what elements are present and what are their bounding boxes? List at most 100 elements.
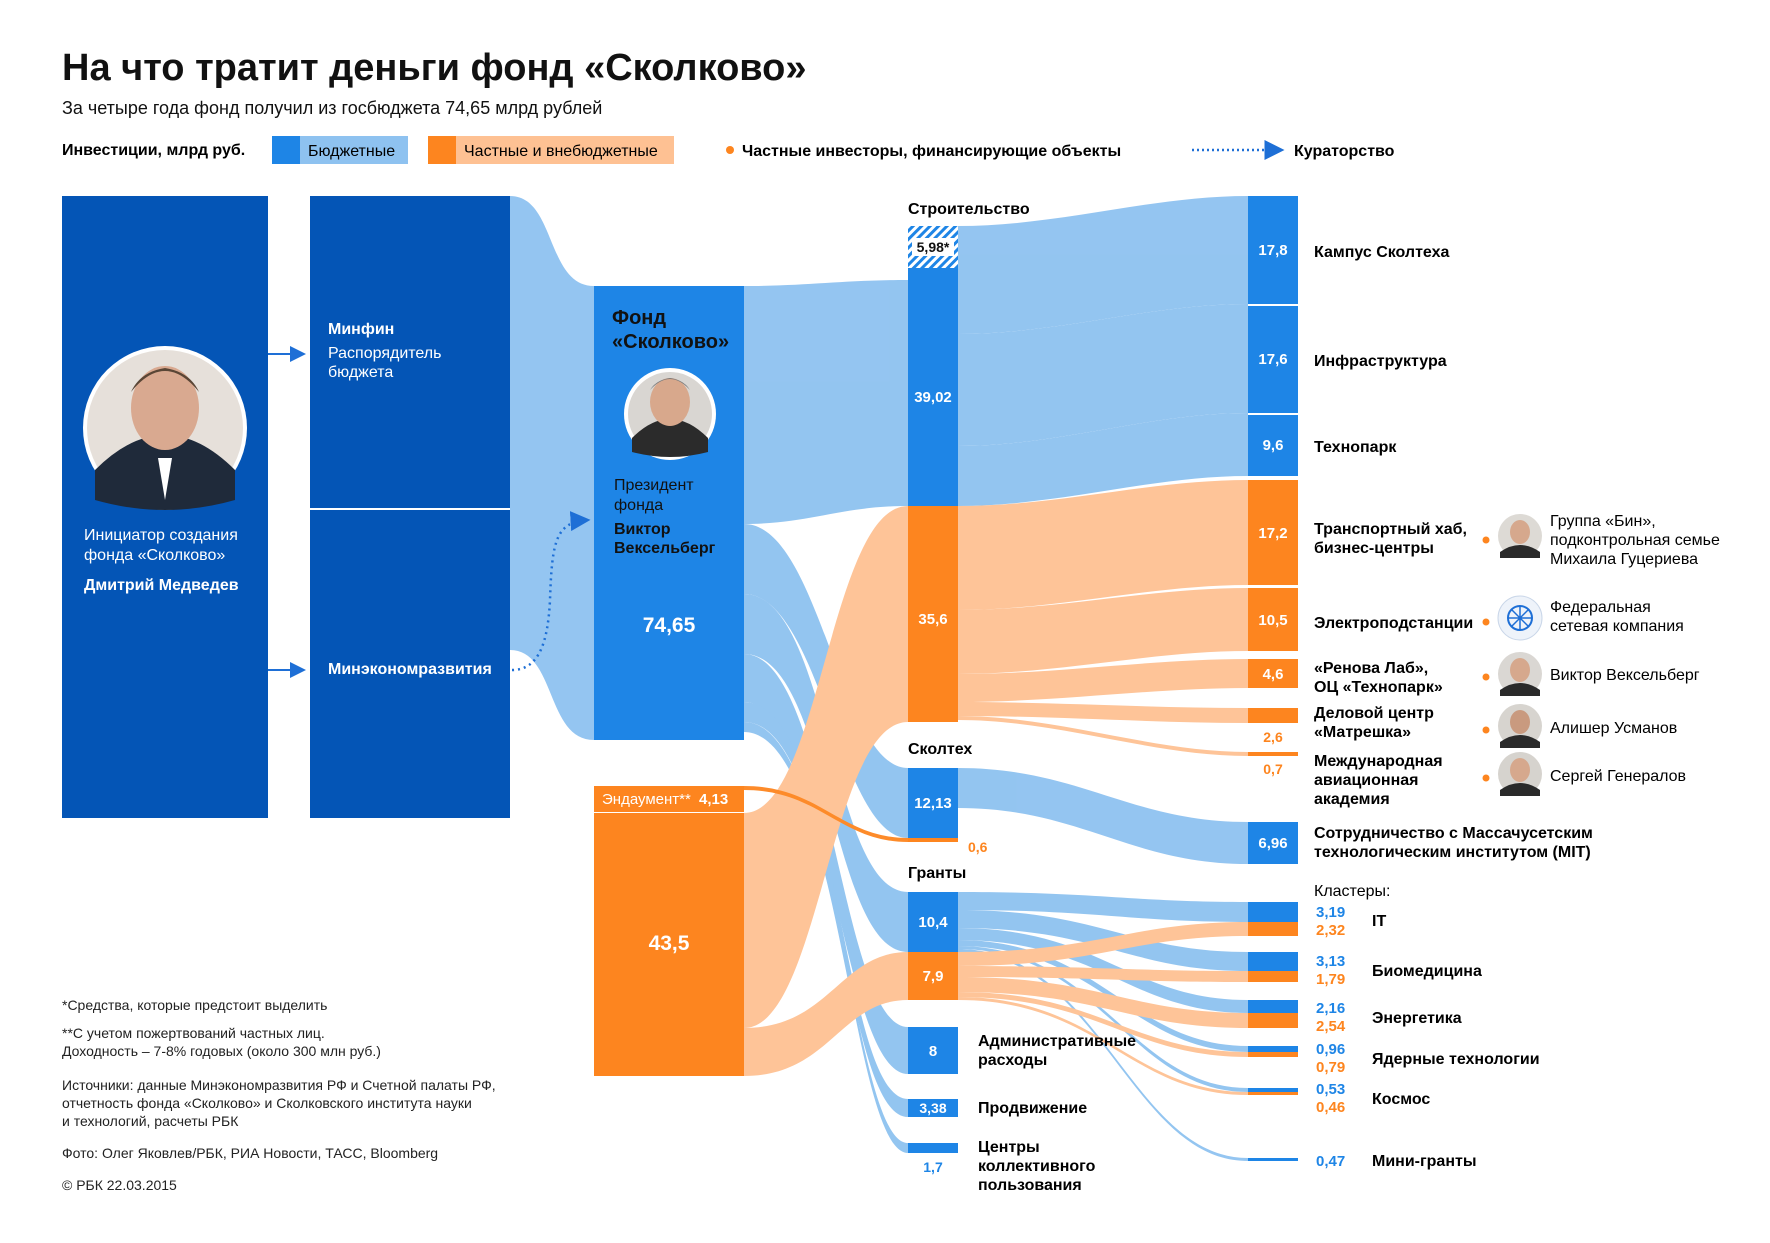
cluster-nuclear-private-bar [1248, 1052, 1298, 1057]
fund-name-line1: Виктор [614, 521, 671, 538]
technopark-value: 9,6 [1263, 437, 1284, 454]
legend-private-dark-swatch [428, 136, 456, 164]
cluster-it-label: IT [1372, 913, 1386, 930]
flow-minfin-fund [510, 196, 594, 740]
skoltech-budget-bar [908, 768, 958, 838]
sources-line1: Источники: данные Минэкономразвития РФ и… [62, 1077, 496, 1093]
cluster-space-budget-bar [1248, 1088, 1298, 1092]
investor-fsk-line2: сетевая компания [1550, 618, 1684, 635]
centers-bar [908, 1143, 958, 1153]
page-title: На что тратит деньги фонд «Сколково» [62, 47, 807, 89]
flow-construction-hub [958, 480, 1248, 610]
skoltech-private-value: 0,6 [968, 839, 988, 855]
mit-label-line1: Сотрудничество с Массачусетским [1314, 825, 1593, 842]
mit-label-line2: технологическим институтом (MIT) [1314, 844, 1591, 861]
investor-dot-generalov [1482, 774, 1490, 782]
legend-investor-dot [726, 146, 734, 154]
investor-usmanov: Алишер Усманов [1550, 720, 1677, 737]
flow-fund-construction [744, 280, 908, 524]
cluster-nuclear-private: 0,79 [1316, 1059, 1345, 1076]
flow-bands [510, 196, 1248, 1161]
cluster-mini-budget: 0,47 [1316, 1153, 1345, 1170]
clusters: Кластеры: 3,19 2,32 IT 3,13 1,79 Биомеди… [1248, 883, 1540, 1170]
aviation-label-line1: Международная [1314, 753, 1443, 770]
cluster-nuclear-budget-bar [1248, 1046, 1298, 1052]
fund-box [594, 286, 744, 740]
fund-role-line1: Президент [614, 477, 694, 494]
investor-generalov: Сергей Генералов [1550, 768, 1686, 785]
renova-label-line2: ОЦ «Технопарк» [1314, 679, 1443, 696]
medvedev-block: Инициатор создания фонда «Сколково» Дмит… [62, 196, 268, 818]
cluster-it-private-bar [1248, 922, 1298, 936]
construction-private-value: 35,6 [918, 611, 947, 628]
legend: Инвестиции, млрд руб. Бюджетные Частные … [62, 136, 1395, 164]
renova-bar [1248, 659, 1298, 688]
flow-construction-technopark [958, 413, 1248, 506]
objects: 17,8 Кампус Сколтеха 17,6 Инфраструктура… [1248, 196, 1593, 864]
construction-future-label-bg [912, 238, 954, 256]
cluster-bio-label: Биомедицина [1372, 963, 1482, 980]
infra-label: Инфраструктура [1314, 353, 1447, 370]
investor-dot-bin [1482, 536, 1490, 544]
investor-photo-usmanov [1498, 704, 1542, 748]
cluster-it-budget: 3,19 [1316, 904, 1345, 921]
investor-bin-line2: подконтрольная семье [1550, 532, 1720, 549]
footnote-2-line2: Доходность – 7-8% годовых (около 300 млн… [62, 1043, 381, 1059]
flow-private-construction [744, 506, 908, 1028]
flow-grants-energy-private [958, 977, 1248, 1028]
centers-label-line1: Центры [978, 1139, 1040, 1156]
flow-construction-substations [958, 588, 1248, 674]
flow-construction-matryoshka [958, 702, 1248, 723]
cluster-space-label: Космос [1372, 1091, 1430, 1108]
aviation-label-line3: академия [1314, 791, 1390, 808]
legend-budget-light-swatch [300, 136, 408, 164]
fund-value: 74,65 [643, 614, 696, 637]
flow-skoltech-mit [958, 768, 1248, 864]
cluster-energy-label: Энергетика [1372, 1010, 1462, 1027]
flow-fund-admin [744, 654, 908, 1074]
legend-investors-label: Частные инвесторы, финансирующие объекты [742, 143, 1121, 160]
endowment-value: 4,13 [699, 791, 728, 808]
investor-photo-vekselberg [1498, 652, 1542, 696]
promo-label: Продвижение [978, 1100, 1087, 1117]
grants-budget-bar [908, 892, 958, 952]
centers-value: 1,7 [923, 1159, 943, 1175]
cluster-mini-budget-bar [1248, 1158, 1298, 1161]
footnote-2-line1: **С учетом пожертвований частных лиц. [62, 1025, 325, 1041]
minek-box [310, 510, 510, 818]
legend-investments-label: Инвестиции, млрд руб. [62, 142, 245, 159]
cluster-bio-private-bar [1248, 971, 1298, 982]
admin-value: 8 [929, 1043, 937, 1060]
medvedev-role-line2: фонда «Сколково» [84, 547, 225, 564]
photo-credits: Фото: Олег Яковлев/РБК, РИА Новости, ТАС… [62, 1145, 438, 1161]
flow-endowment-skoltech [744, 786, 908, 842]
flow-private-grants [744, 952, 908, 1076]
construction-budget-bar [908, 268, 958, 506]
flow-grants-it-budget [958, 892, 1248, 922]
cluster-energy-budget: 2,16 [1316, 1000, 1345, 1017]
fund-name-line2: Вексельберг [614, 540, 716, 557]
page-subtitle: За четыре года фонд получил из госбюджет… [62, 98, 602, 118]
investor-dot-usmanov [1482, 726, 1490, 734]
investor-bin-line1: Группа «Бин», [1550, 513, 1656, 530]
fund-role-line2: фонда [614, 497, 663, 514]
cluster-energy-private-bar [1248, 1013, 1298, 1028]
construction-private-bar [908, 506, 958, 722]
legend-private-light-swatch [456, 136, 674, 164]
infra-value: 17,6 [1258, 351, 1287, 368]
private-total-box [594, 813, 744, 1076]
skoltech-private-bar [908, 838, 958, 842]
cluster-bio-budget: 3,13 [1316, 953, 1345, 970]
cluster-mini-label: Мини-гранты [1372, 1153, 1477, 1170]
matryoshka-label-line1: Деловой центр [1314, 705, 1434, 722]
hub-label-line2: бизнес-центры [1314, 540, 1434, 557]
sources-line2: отчетность фонда «Сколково» и Сколковско… [62, 1095, 472, 1111]
fund-title-line2: «Сколково» [612, 331, 729, 353]
fund-president-photo [624, 368, 716, 460]
investor-dot-vekselberg [1482, 673, 1490, 681]
cluster-bio-budget-bar [1248, 952, 1298, 971]
flow-grants-it-private [958, 922, 1248, 966]
category-construction: Строительство [908, 201, 1030, 218]
centers-label-line2: коллективного [978, 1158, 1096, 1175]
infra-bar [1248, 306, 1298, 413]
